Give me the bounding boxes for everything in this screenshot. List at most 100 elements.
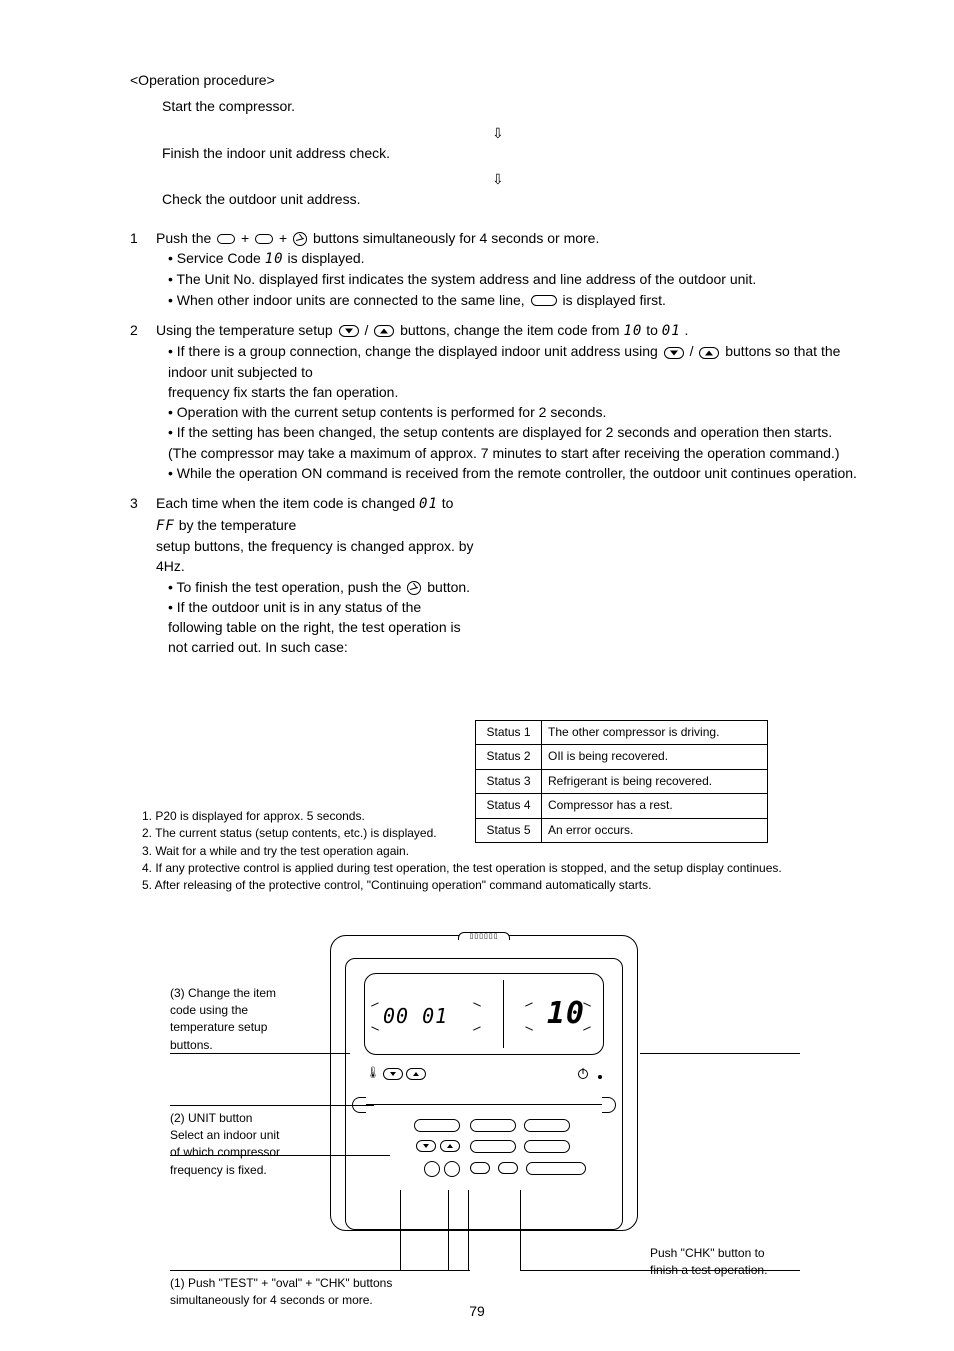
step1-text: Push the <box>156 230 215 246</box>
callout-text: (3) Change the item <box>170 985 320 1002</box>
table-cell: Status 2 <box>476 745 542 769</box>
check-button-icon <box>293 232 307 246</box>
rc-round-button[interactable] <box>424 1161 440 1177</box>
step2-note: • Operation with the current setup conte… <box>168 402 874 422</box>
callout-text: (1) Push "TEST" + <box>170 1276 272 1290</box>
seg-code: 01 <box>419 496 438 512</box>
step1-bullet: • Service Code <box>168 250 261 266</box>
table-cell: Refrigerant is being recovered. <box>542 769 768 793</box>
flash-icon <box>583 1000 597 1034</box>
callout-text: frequency is fixed. <box>170 1162 320 1179</box>
remote-lcd: 00 01 10 <box>364 973 604 1055</box>
callout-3: (3) Change the item code using the tempe… <box>170 985 320 1055</box>
table-row: Status 2OIl is being recovered. <box>476 745 768 769</box>
table-cell: Status 5 <box>476 818 542 842</box>
step1-text: + <box>279 230 291 246</box>
outline-block: Start the compressor. ⇩ Finish the indoo… <box>162 96 874 209</box>
thermometer-icon: 🌡 <box>366 1066 380 1082</box>
step3-text: by the temperature <box>179 517 297 533</box>
oval-button-icon <box>217 234 235 244</box>
table-cell: OIl is being recovered. <box>542 745 768 769</box>
rc-button[interactable] <box>414 1119 460 1132</box>
step2-bullet: • If there is a group connection, change… <box>168 343 662 359</box>
leader-line <box>520 1190 521 1270</box>
step2-note: • If the setting has been changed, the s… <box>168 422 874 442</box>
leader-line <box>640 1053 800 1054</box>
lcd-right-text: 10 <box>547 992 585 1036</box>
table-cell: The other compressor is driving. <box>542 721 768 745</box>
outline-1: Start the compressor. <box>162 96 874 116</box>
step-number: 1 <box>130 228 156 248</box>
oval-wide-icon <box>531 295 557 306</box>
rc-button[interactable] <box>524 1119 570 1132</box>
seg-code: 10 <box>265 251 284 267</box>
rc-button[interactable] <box>470 1140 516 1153</box>
step2-text: to <box>646 322 662 338</box>
callout-text: buttons <box>353 1276 392 1290</box>
check-button-icon <box>407 581 421 595</box>
temp-down-button[interactable] <box>383 1068 403 1080</box>
status-table: Status 1The other compressor is driving.… <box>475 720 768 843</box>
lcd-separator <box>503 980 504 1048</box>
rc-button[interactable] <box>470 1119 516 1132</box>
step2-note: • While the operation ON command is rece… <box>168 463 874 483</box>
step2-text: Using the temperature setup <box>156 322 337 338</box>
rc-down-button[interactable] <box>416 1140 436 1152</box>
step3-bullet: • To finish the test operation, push the <box>168 579 405 595</box>
step2-note: (The compressor may take a maximum of ap… <box>168 443 874 463</box>
step1-text: + <box>241 230 253 246</box>
rc-test-button[interactable] <box>470 1162 490 1174</box>
step1-bullet: is displayed first. <box>562 292 665 308</box>
rc-up-button[interactable] <box>440 1140 460 1152</box>
rc-wide-button[interactable] <box>526 1162 586 1175</box>
leader-line <box>448 1190 449 1270</box>
step-number: 2 <box>130 320 156 340</box>
step1-bullet: • The Unit No. displayed first indicates… <box>168 269 874 289</box>
remote-vent-icon: ▯▯▯▯▯▯ <box>458 932 510 940</box>
table-row: Status 5An error occurs. <box>476 818 768 842</box>
rc-chk-button[interactable] <box>444 1161 460 1177</box>
page-number: 79 <box>0 1301 954 1321</box>
step3-bullet: button. <box>427 579 470 595</box>
leader-line <box>400 1190 401 1270</box>
step2-bullet: frequency fix starts the fan operation. <box>168 382 874 402</box>
seg-code: FF <box>156 518 175 534</box>
table-row: Status 4Compressor has a rest. <box>476 794 768 818</box>
leader-line <box>170 1105 374 1106</box>
remote-inner: 00 01 10 🌡 <box>345 958 623 1230</box>
rc-unit-button[interactable] <box>498 1162 518 1174</box>
outline-3: Check the outdoor unit address. <box>162 189 874 209</box>
callout-text: of which compressor <box>170 1144 320 1161</box>
button-grid <box>374 1119 594 1185</box>
lcd-left-text: 00 01 <box>383 1002 448 1031</box>
callout-text: Push "CHK" button to <box>650 1245 820 1262</box>
temp-up-button[interactable] <box>406 1068 426 1080</box>
bottom-line: 5. After releasing of the protective con… <box>142 877 874 894</box>
rc-button[interactable] <box>524 1140 570 1153</box>
step2-text: . <box>685 322 689 338</box>
step3-bullet: • If the outdoor unit is in any status o… <box>168 597 476 658</box>
step1-text: buttons simultaneously for 4 seconds or … <box>313 230 599 246</box>
step-number: 3 <box>130 493 156 513</box>
table-cell: Status 4 <box>476 794 542 818</box>
step-3: 3 Each time when the item code is change… <box>130 493 874 657</box>
leader-line <box>468 1190 469 1270</box>
temp-down-icon <box>664 347 684 359</box>
step1-bullet: • When other indoor units are connected … <box>168 292 529 308</box>
step3-text: Each time when the item code is changed <box>156 495 419 511</box>
outline-2: Finish the indoor unit address check. <box>162 143 874 163</box>
temp-row: 🌡 <box>366 1063 602 1085</box>
table-row: Status 1The other compressor is driving. <box>476 721 768 745</box>
callout-text: Select an indoor unit <box>170 1127 320 1144</box>
led-dot-icon <box>598 1075 602 1079</box>
down-arrow-icon: ⇩ <box>492 125 504 141</box>
section-title: <Operation procedure> <box>130 70 874 90</box>
table-cell: Compressor has a rest. <box>542 794 768 818</box>
callout-2: (2) UNIT button Select an indoor unit of… <box>170 1110 320 1180</box>
table-cell: An error occurs. <box>542 818 768 842</box>
temp-up-icon <box>374 325 394 337</box>
callout-text: buttons. <box>170 1037 320 1054</box>
power-icon <box>578 1069 588 1079</box>
remote-body: ▯▯▯▯▯▯ 00 01 10 🌡 <box>330 935 638 1231</box>
step2-text: / <box>364 322 372 338</box>
